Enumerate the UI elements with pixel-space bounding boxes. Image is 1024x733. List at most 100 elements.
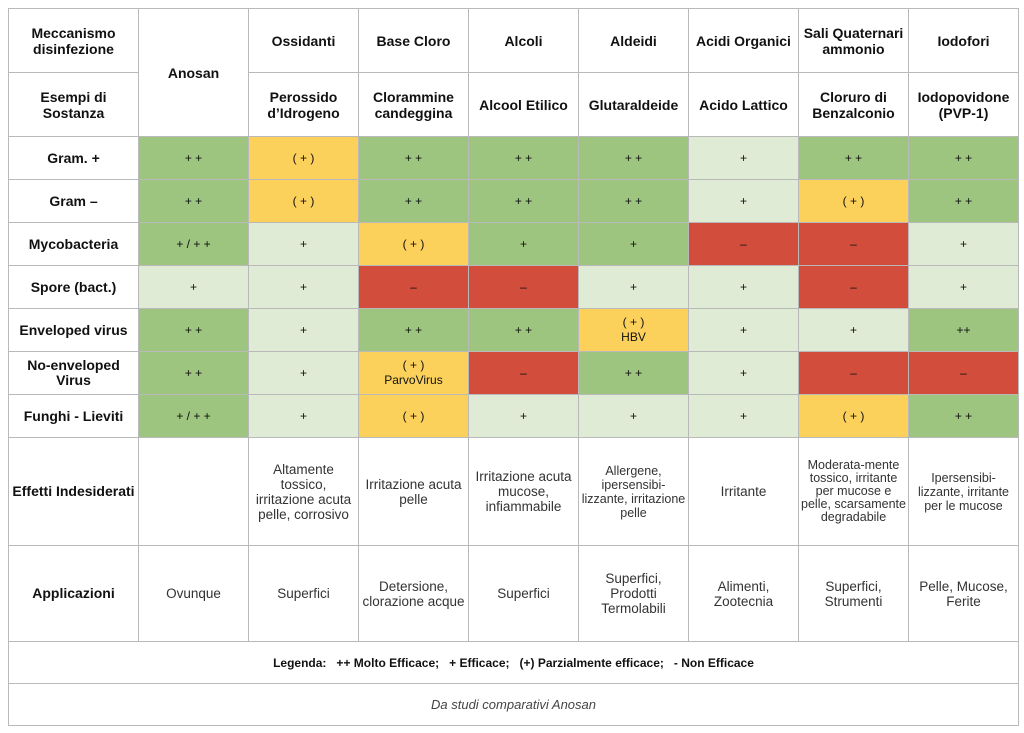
efficacy-cell: + bbox=[688, 351, 799, 395]
row-label: No-enveloped Virus bbox=[8, 351, 139, 395]
table-row: Gram – + + ( + ) + + + + + + + ( + ) + + bbox=[8, 179, 1019, 223]
efficacy-cell: + bbox=[688, 179, 799, 223]
efficacy-cell: + + bbox=[468, 179, 579, 223]
efficacy-cell: + bbox=[248, 394, 359, 438]
mechanism-iodofori: Iodofori bbox=[908, 8, 1019, 73]
application-cell: Detersione, clorazione acque bbox=[358, 545, 469, 642]
efficacy-cell: + bbox=[468, 394, 579, 438]
mechanism-alcoli: Alcoli bbox=[468, 8, 579, 73]
efficacy-cell: + + bbox=[138, 136, 249, 180]
mechanism-ossidanti: Ossidanti bbox=[248, 8, 359, 73]
efficacy-cell: + + bbox=[358, 136, 469, 180]
example-iodofori: Iodopovidone (PVP-1) bbox=[908, 72, 1019, 137]
side-effect-cell: Altamente tossico, irritazione acuta pel… bbox=[248, 437, 359, 546]
efficacy-cell: ( + ) bbox=[798, 394, 909, 438]
side-effect-cell: Ipersensibi-lizzante, irritante per le m… bbox=[908, 437, 1019, 546]
row-label: Spore (bact.) bbox=[8, 265, 139, 309]
efficacy-cell: + bbox=[798, 308, 909, 352]
mechanism-aldeidi: Aldeidi bbox=[578, 8, 689, 73]
efficacy-cell: – bbox=[798, 265, 909, 309]
efficacy-cell: ( + ) ParvoVirus bbox=[358, 351, 469, 395]
example-alcoli: Alcool Etilico bbox=[468, 72, 579, 137]
table-row: No-enveloped Virus + + + ( + ) ParvoViru… bbox=[8, 351, 1019, 395]
efficacy-cell: ( + ) bbox=[798, 179, 909, 223]
source-note: Da studi comparativi Anosan bbox=[8, 683, 1019, 726]
efficacy-cell: + + bbox=[358, 179, 469, 223]
side-effects-row: Effetti Indesiderati Altamente tossico, … bbox=[8, 437, 1019, 546]
application-cell: Superfici bbox=[468, 545, 579, 642]
row-label: Mycobacteria bbox=[8, 222, 139, 266]
efficacy-cell: ( + ) bbox=[248, 179, 359, 223]
efficacy-cell: + + bbox=[908, 136, 1019, 180]
efficacy-cell: ( + ) bbox=[358, 394, 469, 438]
table-row: Enveloped virus + + + + + + + ( + ) HBV … bbox=[8, 308, 1019, 352]
mechanism-acidi-organici: Acidi Organici bbox=[688, 8, 799, 73]
efficacy-cell: – bbox=[798, 222, 909, 266]
efficacy-cell: + + bbox=[358, 308, 469, 352]
efficacy-cell: + + bbox=[578, 351, 689, 395]
application-cell: Superfici, Prodotti Termolabili bbox=[578, 545, 689, 642]
efficacy-cell: + bbox=[688, 394, 799, 438]
side-effect-cell: Moderata-mente tossico, irritante per mu… bbox=[798, 437, 909, 546]
efficacy-cell: + bbox=[688, 136, 799, 180]
efficacy-cell: + + bbox=[468, 308, 579, 352]
mechanism-label: Meccanismo disinfezione bbox=[8, 8, 139, 73]
efficacy-cell: – bbox=[358, 265, 469, 309]
efficacy-cell: + bbox=[688, 265, 799, 309]
row-label: Enveloped virus bbox=[8, 308, 139, 352]
efficacy-cell: + bbox=[578, 265, 689, 309]
efficacy-cell: + + bbox=[138, 179, 249, 223]
efficacy-cell: ( + ) HBV bbox=[578, 308, 689, 352]
efficacy-cell: + + bbox=[908, 394, 1019, 438]
efficacy-cell: + bbox=[248, 265, 359, 309]
efficacy-cell: + bbox=[908, 222, 1019, 266]
row-label: Gram – bbox=[8, 179, 139, 223]
row-label: Funghi - Lieviti bbox=[8, 394, 139, 438]
application-cell: Pelle, Mucose, Ferite bbox=[908, 545, 1019, 642]
efficacy-cell: – bbox=[798, 351, 909, 395]
example-aldeidi: Glutaraldeide bbox=[578, 72, 689, 137]
side-effect-cell: Irritazione acuta pelle bbox=[358, 437, 469, 546]
side-effect-cell: Irritante bbox=[688, 437, 799, 546]
side-effect-cell bbox=[138, 437, 249, 546]
example-acidi-organici: Acido Lattico bbox=[688, 72, 799, 137]
efficacy-cell: + + bbox=[908, 179, 1019, 223]
side-effects-label: Effetti Indesiderati bbox=[8, 437, 139, 546]
efficacy-cell: + / + + bbox=[138, 394, 249, 438]
example-base-cloro: Clorammine candeggina bbox=[358, 72, 469, 137]
mechanism-header-row: Meccanismo disinfezione Anosan Ossidanti… bbox=[8, 8, 1019, 137]
efficacy-cell: + + bbox=[578, 179, 689, 223]
legend: Legenda: ++ Molto Efficace; + Efficace; … bbox=[8, 641, 1019, 684]
application-cell: Superfici bbox=[248, 545, 359, 642]
efficacy-cell: + / + + bbox=[138, 222, 249, 266]
table-row: Spore (bact.) + + – – + + – + bbox=[8, 265, 1019, 309]
source-row: Da studi comparativi Anosan bbox=[8, 683, 1019, 726]
efficacy-cell: + bbox=[248, 351, 359, 395]
efficacy-cell: + bbox=[248, 222, 359, 266]
efficacy-cell: + + bbox=[798, 136, 909, 180]
efficacy-cell: – bbox=[908, 351, 1019, 395]
efficacy-cell: + bbox=[688, 308, 799, 352]
table-row: Funghi - Lieviti + / + + + ( + ) + + + (… bbox=[8, 394, 1019, 438]
efficacy-cell: + + bbox=[138, 308, 249, 352]
applications-row: Applicazioni Ovunque Superfici Detersion… bbox=[8, 545, 1019, 642]
applications-label: Applicazioni bbox=[8, 545, 139, 642]
examples-header-row: Esempi di Sostanza Perossido d’Idrogeno … bbox=[8, 72, 1019, 137]
efficacy-cell: ( + ) bbox=[248, 136, 359, 180]
efficacy-cell: – bbox=[688, 222, 799, 266]
row-label: Gram. + bbox=[8, 136, 139, 180]
application-cell: Superfici, Strumenti bbox=[798, 545, 909, 642]
mechanism-sali-quaternari: Sali Quaternari ammonio bbox=[798, 8, 909, 73]
example-ossidanti: Perossido d’Idrogeno bbox=[248, 72, 359, 137]
efficacy-cell: + bbox=[248, 308, 359, 352]
efficacy-cell: + bbox=[908, 265, 1019, 309]
efficacy-cell: + bbox=[578, 394, 689, 438]
table-row: Gram. + + + ( + ) + + + + + + + + + + + bbox=[8, 136, 1019, 180]
efficacy-cell: + + bbox=[138, 351, 249, 395]
mechanism-base-cloro: Base Cloro bbox=[358, 8, 469, 73]
efficacy-cell: + + bbox=[578, 136, 689, 180]
anosan-header: Anosan bbox=[138, 8, 249, 137]
disinfection-comparison-table: Meccanismo disinfezione Anosan Ossidanti… bbox=[8, 8, 1019, 726]
application-cell: Ovunque bbox=[138, 545, 249, 642]
efficacy-cell: + bbox=[138, 265, 249, 309]
